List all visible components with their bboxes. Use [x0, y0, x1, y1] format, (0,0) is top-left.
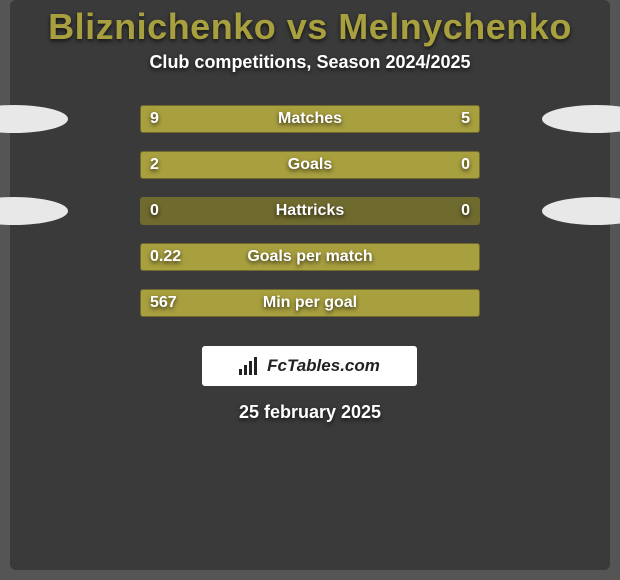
player-marker-left	[0, 105, 68, 133]
stats-date: 25 february 2025	[10, 402, 610, 423]
value-left: 9	[150, 105, 159, 133]
bar-track	[140, 105, 480, 133]
bar-left-fill	[141, 290, 479, 316]
subtitle: Club competitions, Season 2024/2025	[10, 52, 610, 73]
bar-left-fill	[141, 106, 357, 132]
bar-track	[140, 243, 480, 271]
bars-icon	[239, 357, 261, 375]
value-left: 2	[150, 151, 159, 179]
bar-track	[140, 197, 480, 225]
bar-track	[140, 151, 480, 179]
bar-left-fill	[141, 152, 405, 178]
value-right: 0	[461, 151, 470, 179]
comparison-row: 00Hattricks	[10, 191, 610, 237]
player-marker-right	[542, 105, 620, 133]
page-title: Bliznichenko vs Melnychenko	[10, 6, 610, 48]
badge-text: FcTables.com	[267, 356, 380, 376]
comparison-rows: 95Matches20Goals00Hattricks0.22Goals per…	[10, 99, 610, 329]
comparison-row: 95Matches	[10, 99, 610, 145]
comparison-row: 567Min per goal	[10, 283, 610, 329]
bar-left-fill	[141, 244, 479, 270]
bar-track	[140, 289, 480, 317]
value-left: 0	[150, 197, 159, 225]
value-left: 0.22	[150, 243, 181, 271]
value-right: 5	[461, 105, 470, 133]
comparison-row: 20Goals	[10, 145, 610, 191]
value-left: 567	[150, 289, 177, 317]
comparison-row: 0.22Goals per match	[10, 237, 610, 283]
source-badge: FcTables.com	[202, 346, 417, 386]
stats-card: Bliznichenko vs Melnychenko Club competi…	[10, 0, 610, 570]
value-right: 0	[461, 197, 470, 225]
